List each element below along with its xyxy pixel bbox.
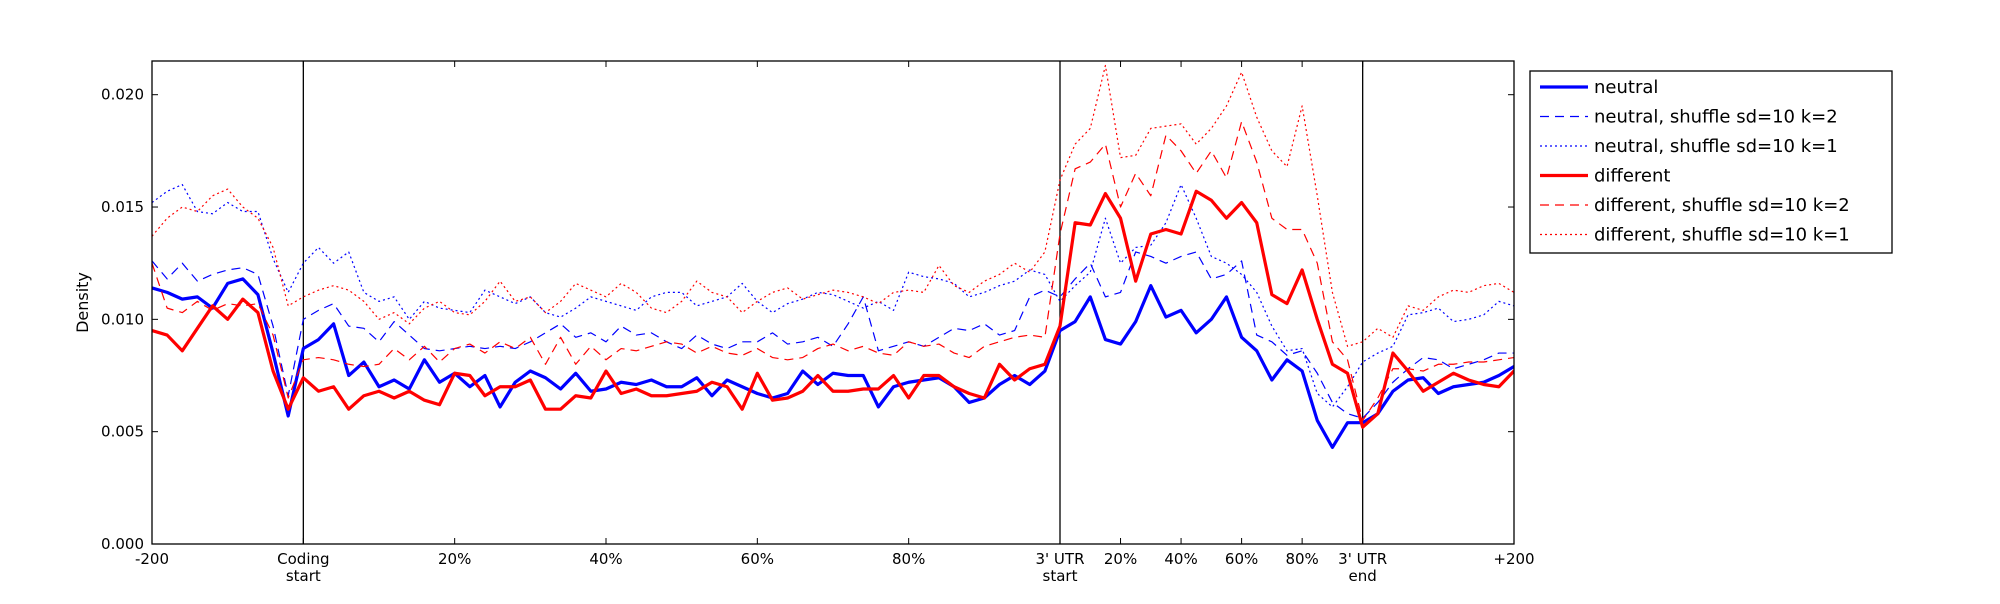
legend-item-4: different [1540, 166, 1670, 187]
legend-item-1: neutral [1540, 77, 1658, 98]
x-tick-label: 3' UTR start [1036, 550, 1085, 585]
x-tick-label: +200 [1493, 550, 1534, 568]
x-tick-label: -200 [135, 550, 169, 568]
series-line-2 [152, 251, 1514, 419]
legend-label: different, shuffle sd=10 k=1 [1594, 225, 1850, 246]
x-tick-label: 60% [1225, 550, 1258, 568]
x-tick-label: 40% [589, 550, 622, 568]
legend: neutral neutral, shuffle sd=10 k=2 neutral… [1529, 70, 1893, 254]
x-tick-label: Coding start [277, 550, 329, 585]
series-line-5 [152, 121, 1514, 422]
y-tick-label: 0.005 [101, 423, 144, 441]
y-tick-label: 0.020 [101, 86, 144, 104]
y-tick-label: 0.000 [101, 535, 144, 553]
x-tick-label: 20% [1104, 550, 1137, 568]
series-line-4 [152, 189, 1514, 429]
x-tick-label: 40% [1164, 550, 1197, 568]
legend-box [1529, 70, 1893, 254]
series-line-3 [152, 183, 1514, 408]
x-tick-label: 80% [892, 550, 925, 568]
legend-label: different [1594, 166, 1670, 187]
x-tick-label: 60% [741, 550, 774, 568]
y-axis: 0.000 0.005 0.010 0.015 0.020 [101, 86, 1514, 553]
x-tick-label: 3' UTR end [1338, 550, 1387, 585]
x-tick-label: 20% [438, 550, 471, 568]
x-tick-label: 80% [1285, 550, 1318, 568]
y-tick-label: 0.010 [101, 310, 144, 328]
legend-label: neutral [1594, 77, 1658, 98]
series-line-6 [152, 64, 1514, 347]
legend-item-3: neutral, shuffle sd=10 k=1 [1540, 136, 1838, 157]
y-tick-label: 0.015 [101, 198, 144, 216]
plot-frame [151, 60, 1515, 545]
legend-label: different, shuffle sd=10 k=2 [1594, 195, 1850, 216]
vertical-divider-lines [302, 61, 1364, 544]
legend-label: neutral, shuffle sd=10 k=1 [1594, 136, 1838, 157]
y-axis-label: Density [73, 272, 92, 333]
legend-item-6: different, shuffle sd=10 k=1 [1540, 225, 1850, 246]
legend-item-5: different, shuffle sd=10 k=2 [1540, 195, 1850, 216]
series-lines [152, 64, 1514, 449]
legend-label: neutral, shuffle sd=10 k=2 [1594, 107, 1838, 128]
series-line-1 [152, 277, 1514, 449]
legend-item-2: neutral, shuffle sd=10 k=2 [1540, 107, 1838, 128]
x-axis: -200 Coding start 20% 40% 60% 80% 3' UTR start 20… [135, 61, 1535, 585]
